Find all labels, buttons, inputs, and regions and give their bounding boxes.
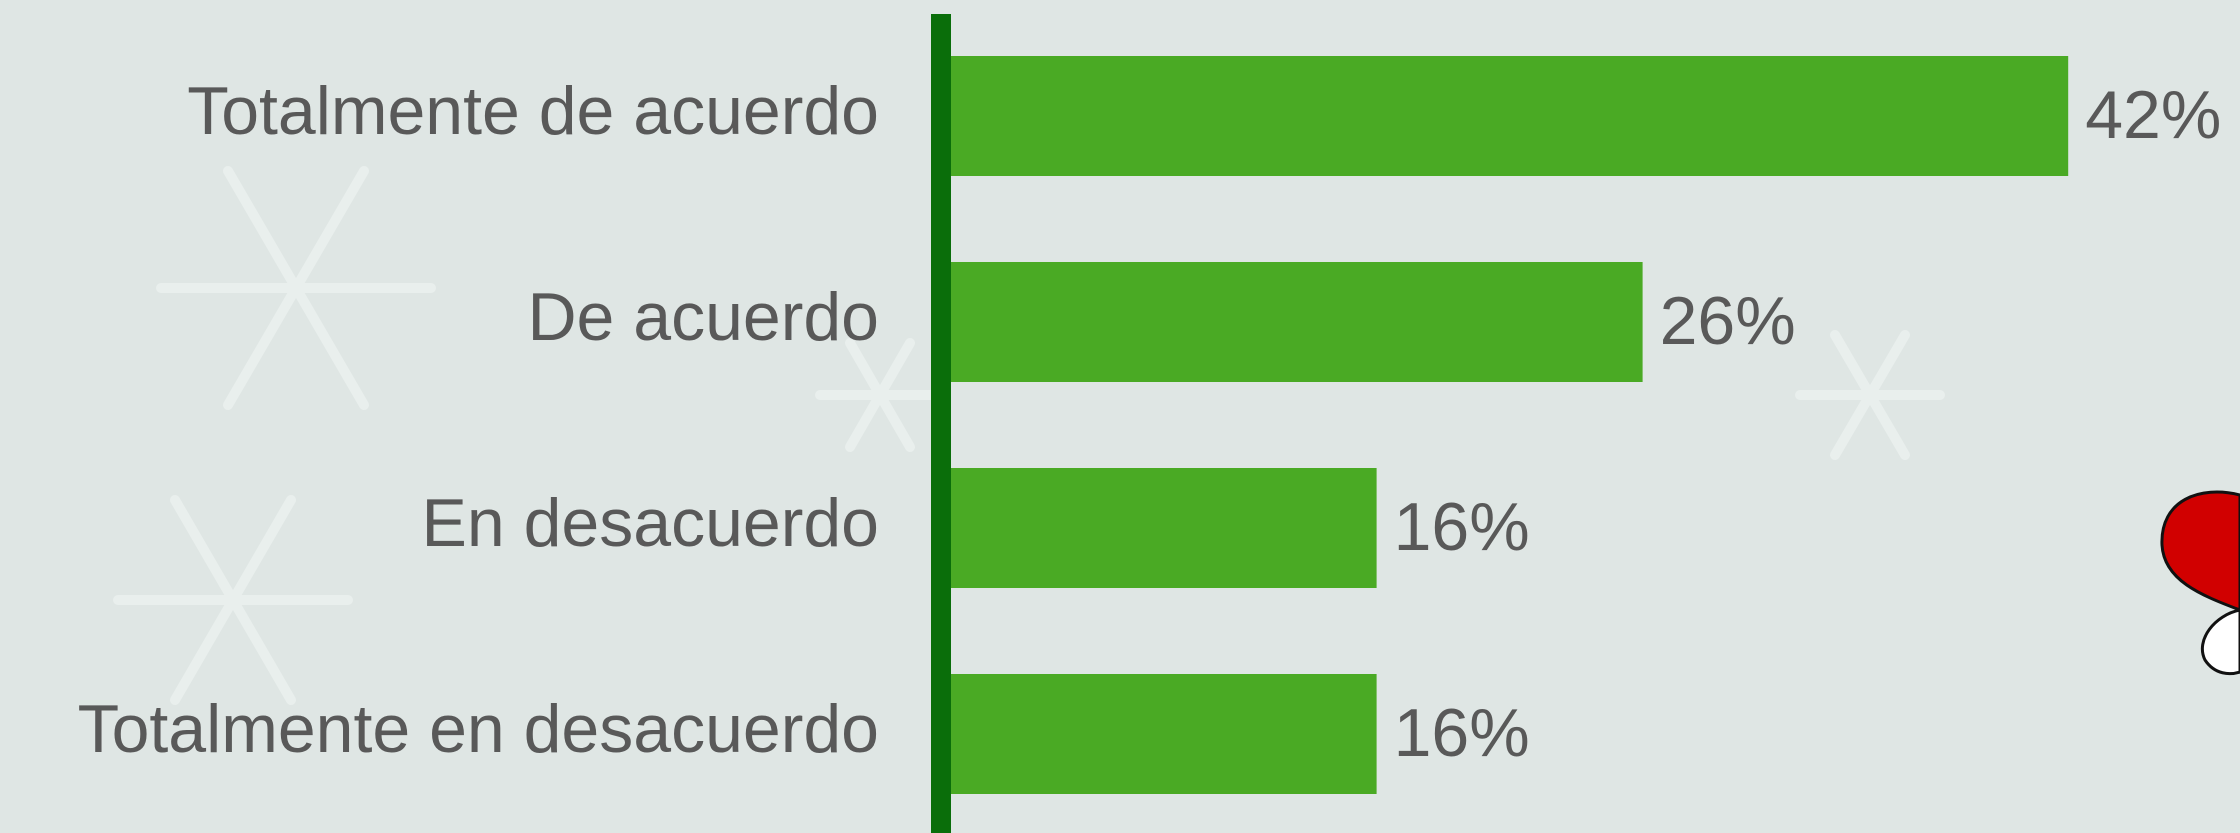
snowflake-decoration bbox=[113, 166, 1945, 705]
bar bbox=[951, 56, 2069, 176]
category-label: En desacuerdo bbox=[422, 485, 879, 561]
hat-decoration bbox=[2160, 490, 2240, 675]
value-label: 16% bbox=[1394, 695, 1530, 771]
category-axis bbox=[931, 14, 951, 833]
category-label: Totalmente de acuerdo bbox=[187, 73, 879, 149]
category-label: Totalmente en desacuerdo bbox=[78, 691, 879, 767]
value-label: 26% bbox=[1660, 283, 1796, 359]
value-label: 42% bbox=[2085, 77, 2221, 153]
bar bbox=[951, 674, 1377, 794]
bar bbox=[951, 262, 1643, 382]
category-label: De acuerdo bbox=[527, 279, 879, 355]
value-label: 16% bbox=[1394, 489, 1530, 565]
bar bbox=[951, 468, 1377, 588]
